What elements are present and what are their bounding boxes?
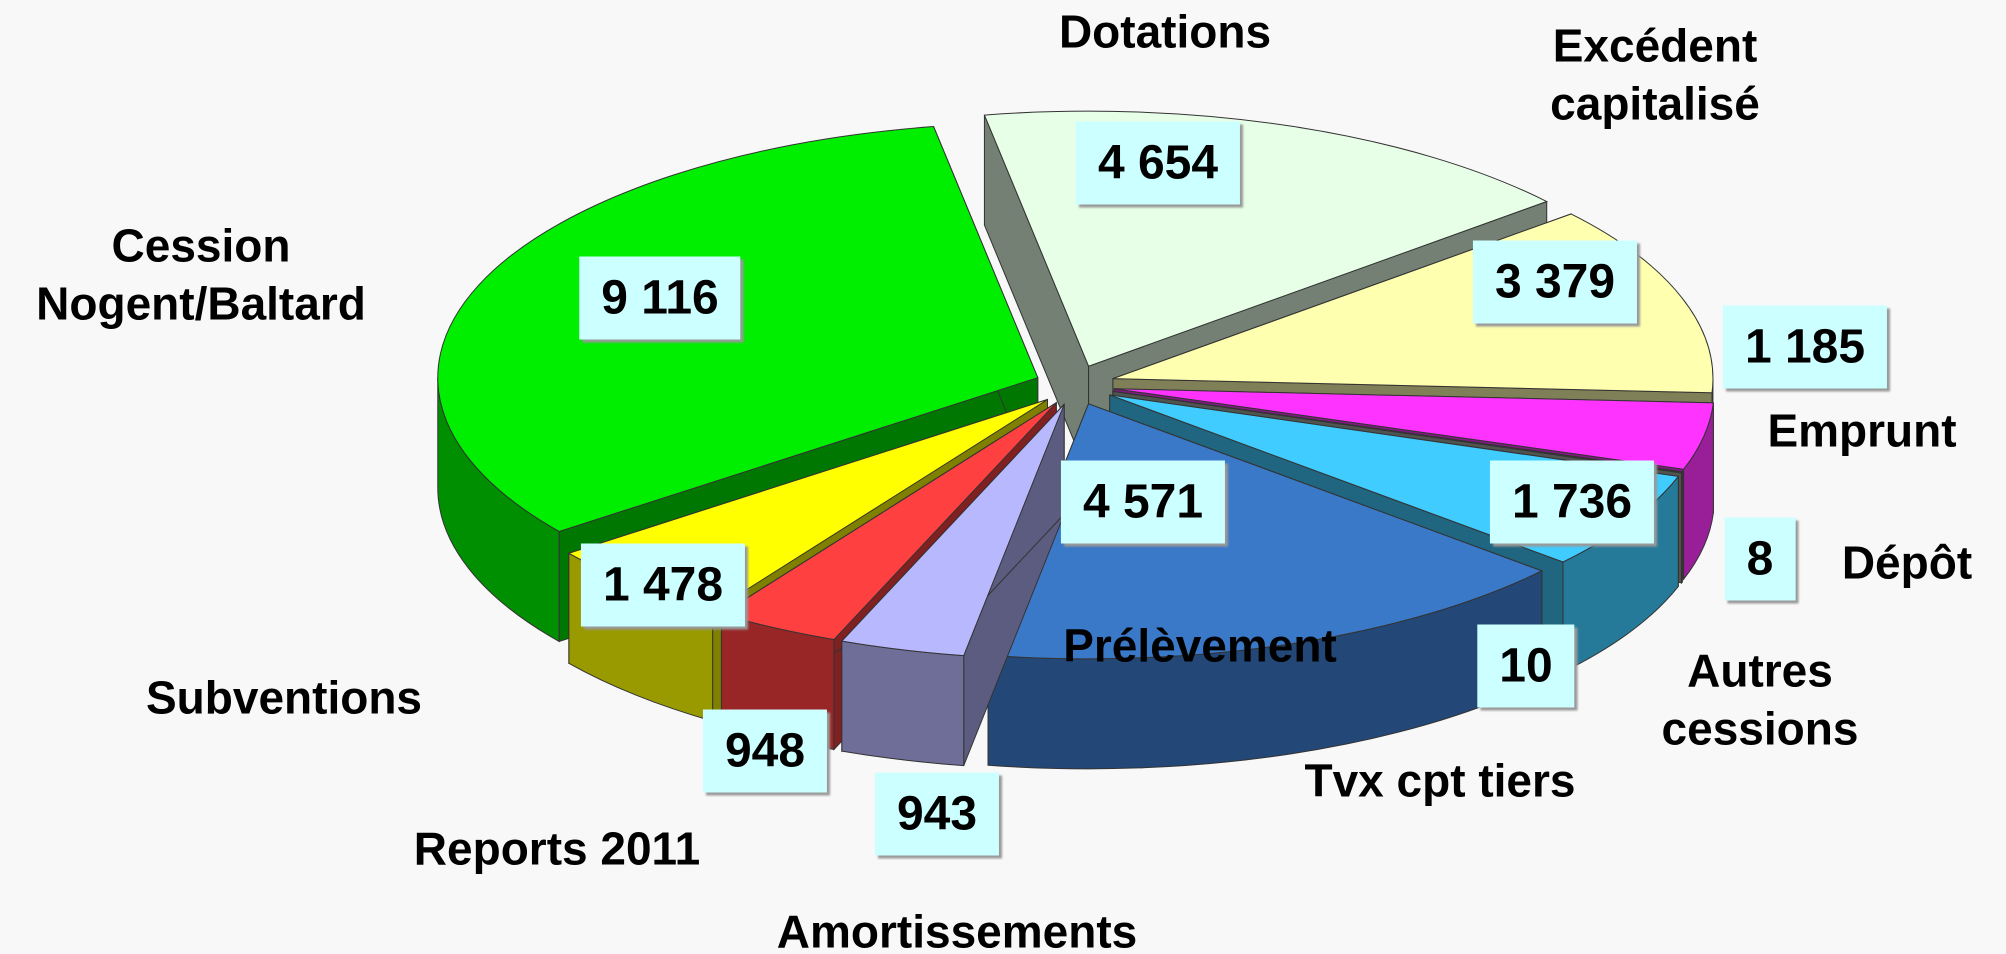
slice-label: Excédent capitalisé — [1550, 19, 1760, 130]
slice-side — [841, 640, 965, 767]
slice-label: Autres cessions — [1661, 644, 1859, 755]
value-label: 948 — [702, 709, 828, 793]
value-label: 10 — [1477, 624, 1575, 708]
slice-label: Prélèvement — [1063, 619, 1337, 672]
value-label: 8 — [1724, 517, 1796, 601]
slice-label: Emprunt — [1767, 404, 1957, 457]
slice — [1114, 388, 1714, 470]
slice-label: Amortissements — [776, 905, 1138, 954]
slice — [840, 403, 1065, 657]
value-label: 4 654 — [1075, 121, 1241, 205]
slice-label: Dépôt — [1841, 536, 1973, 589]
slice-label: Cession Nogent/Baltard — [36, 219, 366, 330]
slice — [1112, 390, 1683, 474]
slice-label: Tvx cpt tiers — [1304, 754, 1576, 807]
value-label: 4 571 — [1060, 460, 1226, 544]
slice-label: Dotations — [1058, 5, 1272, 58]
value-label: 943 — [874, 772, 1000, 856]
slice-label: Reports 2011 — [413, 822, 701, 875]
value-label: 9 116 — [579, 256, 741, 340]
value-label: 1 736 — [1489, 460, 1655, 544]
value-label: 1 185 — [1722, 305, 1888, 389]
value-label: 3 379 — [1472, 240, 1638, 324]
value-label: 1 478 — [580, 543, 746, 627]
slice-label: Subventions — [145, 671, 423, 724]
